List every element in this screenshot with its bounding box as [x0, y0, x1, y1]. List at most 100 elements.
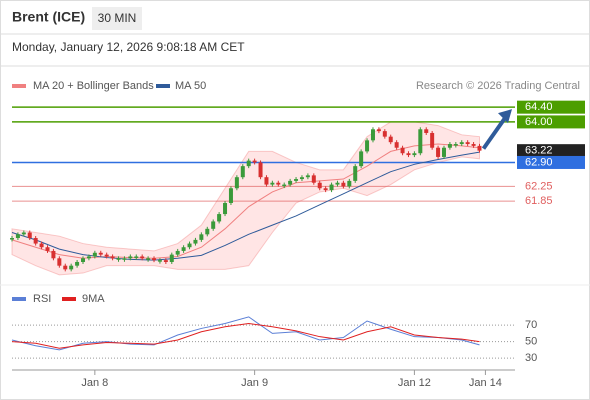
candle — [193, 239, 198, 244]
candle — [388, 136, 393, 143]
y-tick-label: 70 — [525, 319, 537, 331]
candle — [81, 258, 86, 262]
candle — [199, 234, 204, 240]
candle — [370, 129, 375, 141]
level-tag — [517, 155, 585, 169]
candle — [128, 256, 133, 259]
candle — [436, 147, 441, 157]
legend-swatch — [156, 84, 170, 88]
candle — [228, 188, 233, 204]
candle — [69, 265, 74, 270]
candle — [98, 252, 103, 255]
candle — [39, 243, 44, 248]
x-tick-label: Jan 12 — [398, 377, 431, 389]
candle — [252, 160, 257, 163]
candle — [264, 177, 269, 185]
candle — [15, 234, 20, 239]
candle — [282, 184, 287, 187]
ma50-line — [11, 151, 480, 261]
candle — [234, 177, 239, 189]
candle — [424, 129, 429, 133]
candle — [116, 258, 121, 260]
candle — [294, 179, 299, 181]
candle — [270, 182, 275, 185]
y-tick-label: 50 — [525, 336, 537, 348]
candle — [447, 144, 452, 148]
candle — [51, 250, 56, 259]
x-tick-label: Jan 9 — [241, 377, 268, 389]
candle — [335, 182, 340, 185]
level-tag — [517, 144, 585, 158]
legend-label: RSI — [33, 293, 51, 305]
candle — [341, 182, 346, 187]
candle — [311, 175, 316, 183]
subtitle: Monday, January 12, 2026 9:08:18 AM CET — [12, 40, 245, 54]
candle — [92, 252, 97, 257]
candle — [453, 144, 458, 146]
candle — [223, 203, 228, 215]
legend-label: MA 50 — [175, 80, 206, 92]
candle — [187, 243, 192, 248]
credit: Research © 2026 Trading Central — [416, 80, 580, 92]
candle — [353, 166, 358, 181]
candle — [57, 258, 62, 266]
candle — [412, 153, 417, 156]
candle — [465, 142, 470, 145]
level-tag — [517, 115, 585, 129]
candle — [406, 153, 411, 156]
x-tick-label: Jan 8 — [81, 377, 108, 389]
candle — [134, 256, 139, 258]
legend-label: 9MA — [82, 293, 105, 305]
candle — [430, 132, 435, 148]
candle — [217, 214, 222, 222]
x-tick-label: Jan 14 — [469, 377, 502, 389]
candle — [181, 247, 186, 251]
timeframe-box — [92, 7, 142, 30]
candle — [86, 256, 91, 259]
level-label: 61.85 — [525, 195, 553, 207]
candle — [459, 142, 464, 145]
legend-label: MA 20 + Bollinger Bands — [33, 80, 154, 92]
candle — [10, 238, 14, 240]
candle — [45, 247, 50, 251]
candle — [169, 254, 174, 262]
candle — [21, 232, 26, 235]
candle — [471, 144, 476, 146]
candle — [359, 151, 364, 167]
candle — [477, 145, 482, 151]
candle — [163, 260, 168, 262]
candle — [104, 254, 109, 257]
rsi-line — [11, 316, 480, 351]
forecast-arrow — [481, 114, 509, 150]
candle — [246, 160, 251, 167]
y-tick-label: 30 — [525, 352, 537, 364]
chart-title: Brent (ICE) — [12, 9, 85, 25]
candle — [394, 142, 399, 148]
candle — [305, 175, 310, 178]
candle — [146, 258, 151, 260]
candle — [258, 162, 263, 178]
candle — [175, 250, 180, 255]
candle — [240, 166, 245, 178]
candle — [288, 180, 293, 185]
candle — [400, 147, 405, 154]
rsi-line — [11, 322, 480, 349]
candle — [276, 182, 281, 185]
candle — [140, 256, 145, 259]
candle — [418, 129, 423, 154]
level-tag — [517, 100, 585, 114]
candle — [152, 258, 157, 261]
level-label: 63.22 — [525, 145, 553, 157]
level-label: 62.90 — [525, 156, 553, 168]
candle — [122, 258, 127, 260]
candle — [205, 228, 210, 235]
candle — [376, 129, 381, 132]
candle — [382, 131, 387, 137]
candle — [365, 140, 370, 152]
legend-swatch — [62, 297, 76, 301]
candle — [347, 180, 352, 187]
candle — [63, 265, 68, 270]
legend-swatch — [12, 84, 26, 88]
